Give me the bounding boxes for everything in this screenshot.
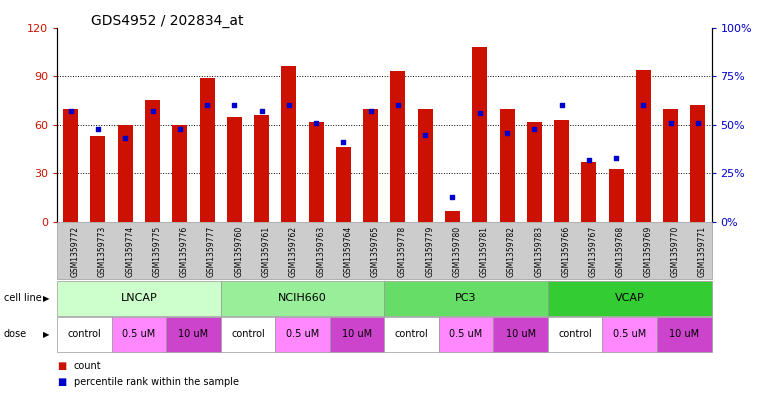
Point: [447, 194, 459, 200]
Bar: [363, 108, 378, 222]
Text: GSM1359771: GSM1359771: [698, 226, 707, 277]
Text: ▶: ▶: [43, 330, 49, 339]
Bar: [63, 108, 78, 222]
Text: 10 uM: 10 uM: [505, 329, 536, 340]
Text: GSM1359762: GSM1359762: [289, 226, 298, 277]
Point: [228, 102, 240, 108]
Bar: [227, 117, 242, 222]
Text: 0.5 uM: 0.5 uM: [613, 329, 646, 340]
Bar: [581, 162, 597, 222]
Text: GSM1359770: GSM1359770: [670, 226, 680, 277]
Text: GSM1359782: GSM1359782: [507, 226, 516, 277]
Point: [692, 120, 704, 126]
Point: [146, 108, 158, 114]
Bar: [199, 78, 215, 222]
Point: [664, 120, 677, 126]
Text: GSM1359776: GSM1359776: [180, 226, 189, 277]
Text: GSM1359760: GSM1359760: [234, 226, 244, 277]
Bar: [91, 136, 106, 222]
Text: GSM1359769: GSM1359769: [643, 226, 652, 277]
Text: 10 uM: 10 uM: [178, 329, 209, 340]
Text: NCIH660: NCIH660: [278, 293, 327, 303]
Text: GSM1359772: GSM1359772: [71, 226, 80, 277]
Point: [501, 129, 513, 136]
Text: ■: ■: [57, 361, 66, 371]
Text: GSM1359775: GSM1359775: [152, 226, 161, 277]
Text: dose: dose: [4, 329, 27, 340]
Point: [119, 135, 132, 141]
Point: [256, 108, 268, 114]
Text: GSM1359764: GSM1359764: [343, 226, 352, 277]
Point: [365, 108, 377, 114]
Text: 10 uM: 10 uM: [669, 329, 699, 340]
Bar: [663, 108, 678, 222]
Bar: [636, 70, 651, 222]
Point: [310, 120, 322, 126]
Bar: [527, 121, 542, 222]
Text: GSM1359767: GSM1359767: [589, 226, 598, 277]
Text: percentile rank within the sample: percentile rank within the sample: [74, 377, 239, 387]
Bar: [172, 125, 187, 222]
Point: [610, 155, 622, 161]
Bar: [473, 47, 487, 222]
Bar: [609, 169, 623, 222]
Text: count: count: [74, 361, 101, 371]
Point: [583, 157, 595, 163]
Text: GSM1359781: GSM1359781: [479, 226, 489, 277]
Text: control: control: [68, 329, 101, 340]
Point: [174, 125, 186, 132]
Bar: [690, 105, 705, 222]
Bar: [145, 101, 160, 222]
Text: cell line: cell line: [4, 293, 42, 303]
Bar: [418, 108, 433, 222]
Text: 0.5 uM: 0.5 uM: [286, 329, 319, 340]
Text: GSM1359779: GSM1359779: [425, 226, 435, 277]
Point: [419, 131, 431, 138]
Text: GSM1359761: GSM1359761: [262, 226, 271, 277]
Bar: [445, 211, 460, 222]
Text: GSM1359777: GSM1359777: [207, 226, 216, 277]
Text: ▶: ▶: [43, 294, 49, 303]
Text: GSM1359773: GSM1359773: [98, 226, 107, 277]
Text: GSM1359780: GSM1359780: [453, 226, 461, 277]
Text: GSM1359774: GSM1359774: [126, 226, 134, 277]
Text: control: control: [559, 329, 592, 340]
Point: [473, 110, 486, 116]
Text: VCAP: VCAP: [615, 293, 645, 303]
Point: [201, 102, 213, 108]
Point: [65, 108, 77, 114]
Bar: [390, 71, 406, 222]
Point: [637, 102, 649, 108]
Text: GSM1359766: GSM1359766: [562, 226, 571, 277]
Bar: [282, 66, 296, 222]
Text: LNCAP: LNCAP: [120, 293, 158, 303]
Bar: [309, 121, 323, 222]
Text: GDS4952 / 202834_at: GDS4952 / 202834_at: [91, 14, 244, 28]
Bar: [336, 147, 351, 222]
Point: [283, 102, 295, 108]
Point: [556, 102, 568, 108]
Text: GSM1359765: GSM1359765: [371, 226, 380, 277]
Text: control: control: [395, 329, 428, 340]
Text: ■: ■: [57, 377, 66, 387]
Point: [528, 125, 540, 132]
Point: [392, 102, 404, 108]
Text: GSM1359783: GSM1359783: [534, 226, 543, 277]
Bar: [499, 108, 514, 222]
Bar: [254, 115, 269, 222]
Point: [92, 125, 104, 132]
Text: GSM1359768: GSM1359768: [616, 226, 625, 277]
Point: [337, 139, 349, 145]
Text: 0.5 uM: 0.5 uM: [450, 329, 482, 340]
Bar: [554, 120, 569, 222]
Bar: [118, 125, 132, 222]
Text: GSM1359763: GSM1359763: [316, 226, 325, 277]
Text: GSM1359778: GSM1359778: [398, 226, 407, 277]
Text: PC3: PC3: [455, 293, 477, 303]
Text: 0.5 uM: 0.5 uM: [123, 329, 155, 340]
Text: 10 uM: 10 uM: [342, 329, 372, 340]
Text: control: control: [231, 329, 265, 340]
